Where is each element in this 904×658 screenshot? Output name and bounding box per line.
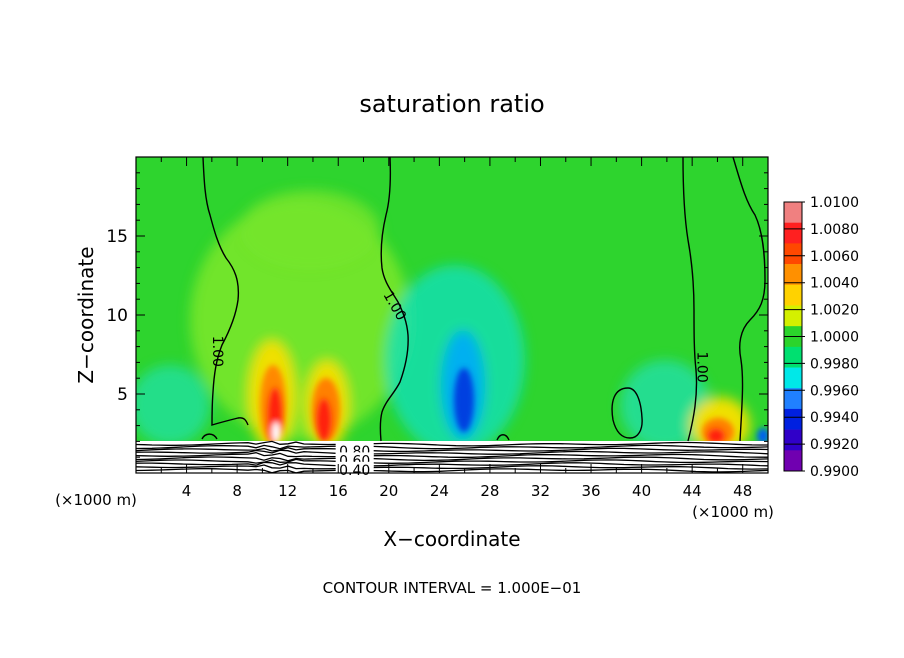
colorbar-label: 1.0060 [810,249,859,265]
chart-title: saturation ratio [359,90,544,118]
field-cyan-right [620,360,710,450]
colorbar-swatch [784,284,802,306]
x-tick-label: 20 [379,482,398,500]
x-axis-label: X−coordinate [383,527,520,551]
x-tick-label: 40 [632,482,651,500]
near-surface-contour [135,456,769,462]
colorbar-swatch [784,367,802,389]
field-lightgreen-top [240,190,380,270]
contour-label-group: 1.00 [209,336,225,367]
field-blue-core [454,368,474,432]
contour-1-left [202,156,249,426]
colorbar-swatch [784,429,802,451]
colorbar-label: 0.9900 [810,464,859,480]
field-red-mid [316,398,332,442]
contour-interval-footer: CONTOUR INTERVAL = 1.000E−01 [323,579,582,597]
contour-label: 1.00 [209,336,225,367]
near-surface-contour [135,468,769,474]
x-tick-label: 28 [480,482,499,500]
field-white-left [272,422,280,442]
colorbar-label: 1.0000 [810,330,859,346]
field-blue-right [757,428,768,444]
near-surface-contour [135,458,769,464]
x-tick-label: 36 [581,482,600,500]
near-surface-contour [135,440,768,447]
y-axis-label: Z−coordinate [74,246,98,383]
y-tick-label: 15 [106,227,128,247]
contour-1-farright [732,156,766,442]
x-tick-label: 12 [278,482,297,500]
x-tick-label: 16 [329,482,348,500]
x-unit-right: (×1000 m) [692,503,774,521]
near-surface-contour [135,464,769,470]
colorbar-label: 0.9940 [810,410,859,426]
colorbar-label: 0.9980 [810,356,859,372]
lower-contours [135,440,769,474]
colorbar-label: 0.9920 [810,437,859,453]
colorbar: 1.0100 1.0080 1.0060 1.0040 1.0020 1.0000 0.99… [783,195,859,480]
colorbar-swatch [784,202,802,223]
colorbar-swatch [784,388,802,410]
near-surface-contour [135,447,769,453]
field-layer [136,157,768,473]
x-axis: 4 8 12 16 20 24 28 32 36 40 44 48 [160,157,752,500]
colorbar-label: 1.0040 [810,276,859,292]
colorbar-label: 1.0080 [810,222,859,238]
colorbar-swatch [784,222,802,244]
near-surface-contour [135,449,769,455]
x-tick-label: 48 [733,482,752,500]
colorbar-label: 1.0020 [810,303,859,319]
contour-label: 0.40 [339,463,370,479]
colorbar-swatch [784,305,802,327]
field-cyan-left [136,365,210,445]
x-tick-label: 4 [182,482,192,500]
y-tick-label: 5 [117,385,128,405]
colorbar-swatch [784,346,802,368]
contour-lines [201,156,766,442]
near-surface-contour [135,461,769,467]
x-tick-label: 44 [683,482,702,500]
y-axis: 5 10 15 [106,172,768,458]
contour-1-center [379,156,409,442]
contour-1-loop [611,387,643,439]
contour-label-group: 0.40 [335,461,374,479]
colorbar-swatch [784,243,802,265]
near-surface-contour [135,452,768,458]
x-tick-label: 8 [232,482,242,500]
contour-label-group: 1.00 [693,352,709,383]
colorbar-label: 1.0100 [810,195,859,211]
contour-1-small-b [496,434,510,441]
x-tick-label: 24 [430,482,449,500]
colorbar-swatch [784,408,802,430]
field-red-right [707,428,725,444]
contour-label: 1.00 [693,352,709,383]
x-tick-label: 32 [531,482,550,500]
y-tick-label: 10 [106,306,128,326]
contour-1-right [682,156,698,442]
colorbar-swatch [784,450,802,472]
colorbar-swatch [784,264,802,286]
x-unit-left: (×1000 m) [55,491,137,509]
colorbar-label: 0.9960 [810,383,859,399]
contour-1-small-a [201,433,218,440]
near-surface-contour [135,444,769,450]
